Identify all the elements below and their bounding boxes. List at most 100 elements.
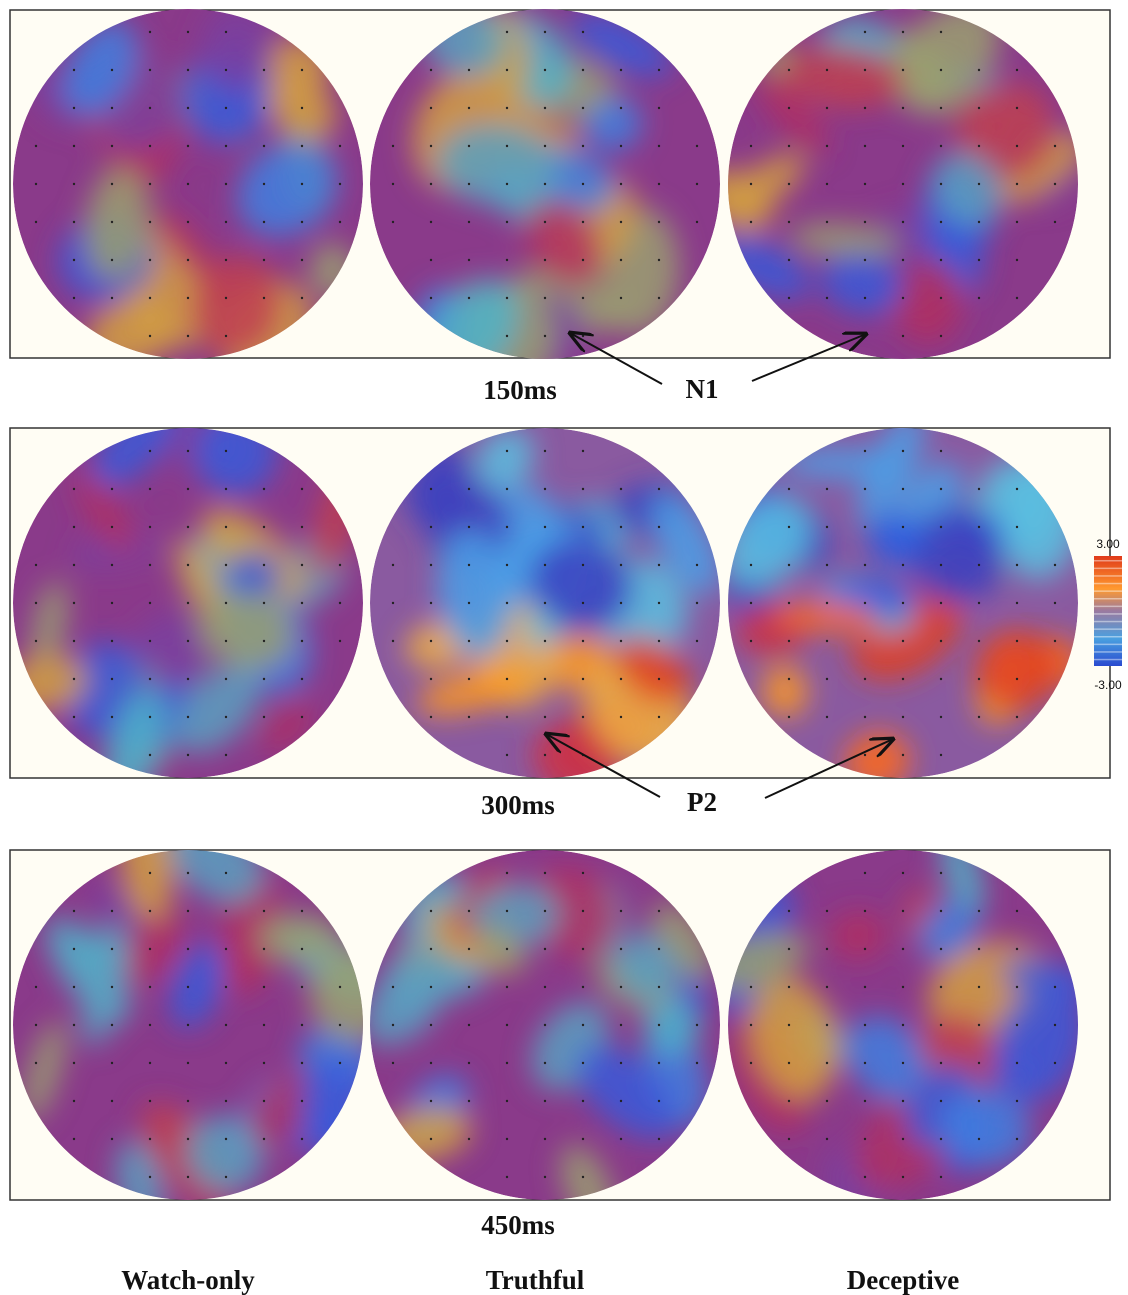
electrode	[224, 1023, 228, 1027]
electrode	[186, 715, 190, 719]
electrode	[939, 639, 943, 643]
electrode	[977, 296, 981, 300]
map-blob	[169, 942, 225, 1029]
map-blob	[956, 81, 1057, 181]
electrode	[581, 487, 585, 491]
electrode	[787, 563, 791, 567]
electrode	[825, 144, 829, 148]
electrode	[543, 258, 547, 262]
electrode	[581, 715, 585, 719]
electrode	[186, 487, 190, 491]
electrode	[863, 753, 867, 757]
electrode	[224, 220, 228, 224]
electrode	[901, 68, 905, 72]
electrode	[863, 871, 867, 875]
map-blob	[560, 1144, 616, 1200]
electrode	[657, 947, 661, 951]
electrode	[939, 753, 943, 757]
electrode	[581, 1099, 585, 1103]
stripe	[1094, 560, 1122, 562]
electrode	[224, 871, 228, 875]
electrode	[110, 106, 114, 110]
electrode	[657, 182, 661, 186]
electrode	[186, 871, 190, 875]
electrode	[825, 1061, 829, 1065]
electrode	[1053, 985, 1057, 989]
electrode	[977, 909, 981, 913]
electrode	[901, 30, 905, 34]
map-blob	[190, 255, 282, 359]
map-blob	[728, 169, 773, 233]
electrode	[262, 947, 266, 951]
map-blob	[894, 260, 963, 345]
electrode	[186, 334, 190, 338]
electrode	[619, 909, 623, 913]
electrode	[467, 525, 471, 529]
topomap	[728, 850, 1078, 1200]
electrode	[901, 563, 905, 567]
electrode	[825, 68, 829, 72]
map-blob	[475, 428, 535, 491]
electrode	[863, 985, 867, 989]
electrode	[391, 601, 395, 605]
map-blob	[30, 580, 68, 672]
electrode	[300, 985, 304, 989]
electrode	[429, 182, 433, 186]
electrode	[467, 220, 471, 224]
electrode	[505, 144, 509, 148]
electrode	[262, 1023, 266, 1027]
arrow	[546, 734, 661, 798]
electrode	[186, 563, 190, 567]
electrode	[695, 182, 699, 186]
electrode	[787, 68, 791, 72]
electrode	[543, 677, 547, 681]
electrode	[749, 639, 753, 643]
electrode	[262, 985, 266, 989]
electrode	[749, 220, 753, 224]
electrode	[300, 1023, 304, 1027]
electrode	[72, 909, 76, 913]
electrode	[262, 563, 266, 567]
stripe	[1094, 636, 1122, 638]
map-blob	[584, 97, 643, 151]
electrode	[224, 639, 228, 643]
electrode	[186, 296, 190, 300]
electrode	[543, 985, 547, 989]
electrode	[72, 563, 76, 567]
electrode	[543, 1137, 547, 1141]
electrode	[186, 106, 190, 110]
electrode	[581, 449, 585, 453]
electrode	[1015, 715, 1019, 719]
electrode	[110, 1099, 114, 1103]
arrow	[570, 333, 663, 385]
electrode	[543, 947, 547, 951]
electrode	[863, 1099, 867, 1103]
electrode	[262, 68, 266, 72]
electrode	[72, 296, 76, 300]
electrode	[186, 601, 190, 605]
electrode	[148, 449, 152, 453]
electrode	[1015, 296, 1019, 300]
stripe	[1094, 658, 1122, 661]
map-blob	[756, 71, 828, 154]
electrode	[429, 487, 433, 491]
electrode	[657, 1061, 661, 1065]
electrode	[110, 487, 114, 491]
electrode	[825, 677, 829, 681]
electrode	[543, 639, 547, 643]
electrode	[581, 182, 585, 186]
map-blob	[769, 601, 879, 632]
electrode	[505, 1023, 509, 1027]
electrode	[977, 220, 981, 224]
electrode	[72, 639, 76, 643]
electrode	[543, 30, 547, 34]
electrode	[186, 1023, 190, 1027]
electrode	[787, 677, 791, 681]
electrode	[429, 258, 433, 262]
electrode	[825, 639, 829, 643]
electrode	[1053, 220, 1057, 224]
electrode	[148, 1175, 152, 1179]
electrode	[939, 1023, 943, 1027]
electrode	[467, 487, 471, 491]
electrode	[749, 563, 753, 567]
